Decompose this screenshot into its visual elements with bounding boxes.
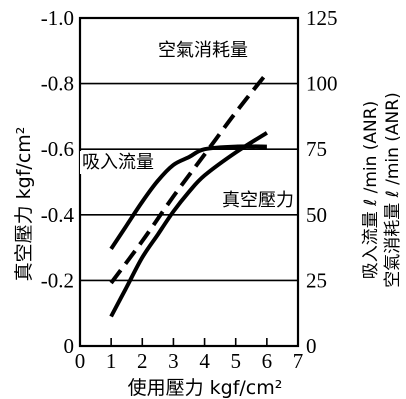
y-left-tick-label: -0.8 <box>41 72 74 96</box>
label-suction-flow-backing <box>80 151 156 174</box>
axis-layer: 0 1 2 3 4 5 6 70-0.2-0.4-0.6-0.8-1.002550751001… <box>41 6 338 373</box>
y-right-tick-label: 100 <box>306 72 338 96</box>
x-tick-label: 7 <box>293 349 304 373</box>
label-vacuum-pressure: 真空壓力 <box>222 190 294 211</box>
label-suction-flow: 吸入流量 <box>82 152 154 173</box>
plot-frame <box>78 16 300 348</box>
x-tick-label: 1 <box>106 349 117 373</box>
y-right-tick-label: 125 <box>306 6 338 30</box>
y-left-tick-label: -0.2 <box>41 268 74 292</box>
series-suction-flow-line <box>109 144 267 251</box>
y-left-tick-label: -0.4 <box>41 203 75 227</box>
x-tick-label: 4 <box>199 349 210 373</box>
label-air-consumption-backing <box>156 39 250 62</box>
label-layer: 使用壓力 kgf/cm² 真空壓力 kgf/cm² 吸入流量 ℓ /min (ANR… <box>13 39 403 399</box>
y-right-tick-label: 0 <box>306 334 317 358</box>
y-right-axis-title-2: 空氣消耗量 ℓ /min (ANR) <box>383 92 403 287</box>
y-left-axis-title: 真空壓力 kgf/cm² <box>13 127 35 282</box>
x-tick-label: 2 <box>137 349 148 373</box>
label-air-consumption: 空氣消耗量 <box>158 40 248 61</box>
series-vacuum-pressure-line <box>109 131 268 318</box>
x-axis-title: 使用壓力 kgf/cm² <box>128 377 283 399</box>
y-right-tick-label: 75 <box>306 137 327 161</box>
y-right-tick-label: 50 <box>306 203 327 227</box>
y-left-tick-label: 0 <box>64 334 75 358</box>
series-layer <box>109 71 269 318</box>
x-tick-label: 6 <box>262 349 273 373</box>
y-left-tick-label: -1.0 <box>41 6 74 30</box>
x-tick-label: 5 <box>230 349 241 373</box>
x-tick-label: 3 <box>168 349 179 373</box>
series-air-consumption-line <box>109 71 269 285</box>
x-tick-label: 0 <box>75 349 86 373</box>
y-left-tick-label: -0.6 <box>41 137 74 161</box>
label-vacuum-pressure-backing <box>220 189 296 212</box>
y-right-tick-label: 25 <box>306 268 327 292</box>
y-right-axis-title-1: 吸入流量 ℓ /min (ANR) <box>361 101 381 279</box>
